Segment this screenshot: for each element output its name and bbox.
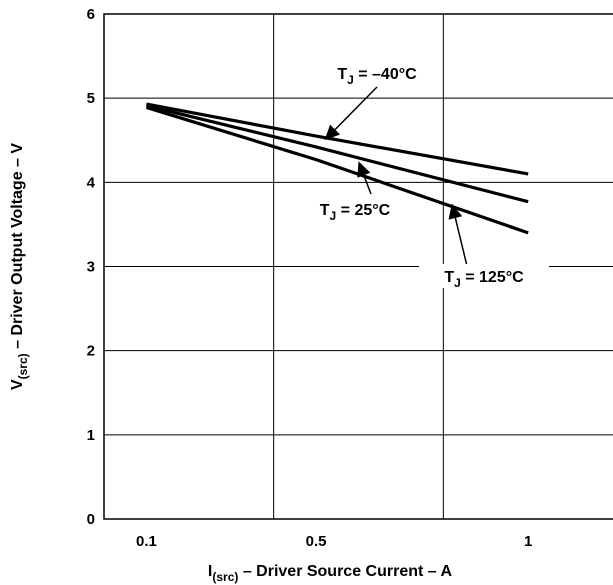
- y-tick-label: 6: [87, 6, 95, 23]
- arrow-tj-minus40: [334, 86, 378, 131]
- arrowhead-tj-minus40: [324, 124, 341, 141]
- arrowhead-tj-25: [357, 161, 371, 178]
- plot-frame: [103, 13, 613, 520]
- annotation-tj-25: TJ = 25°C: [320, 202, 391, 223]
- y-axis-title: V(src) – Driver Output Voltage – V: [9, 143, 30, 390]
- x-tick-label: 0.5: [306, 533, 327, 550]
- series-line-0: [146, 102, 529, 176]
- y-tick-label: 1: [87, 427, 95, 444]
- arrowhead-tj-125: [448, 203, 463, 220]
- tick-labels: 0 1 2 3 4 5 6 0.1 0.5 1: [87, 6, 533, 550]
- series-lines: [145, 102, 529, 235]
- y-tick-label: 4: [87, 174, 96, 191]
- arrow-tj-25: [363, 175, 372, 195]
- x-axis-title: I(src) – Driver Source Current – A: [208, 563, 453, 584]
- annotation-tj-minus40: TJ = –40°C: [337, 66, 417, 87]
- arrow-tj-125: [454, 217, 468, 267]
- series-line-1: [146, 104, 529, 204]
- y-tick-label: 3: [87, 259, 95, 276]
- y-tick-label: 2: [87, 343, 95, 360]
- y-tick-label: 5: [87, 90, 95, 107]
- y-tick-label: 0: [87, 511, 95, 528]
- series-line-2: [145, 105, 529, 235]
- x-tick-label: 1: [524, 533, 532, 550]
- annotation-tj-125: TJ = 125°C: [444, 269, 524, 290]
- annotations: TJ = –40°C TJ = 25°C TJ = 125°C: [290, 61, 549, 290]
- x-tick-label: 0.1: [136, 533, 157, 550]
- grid: [104, 14, 613, 519]
